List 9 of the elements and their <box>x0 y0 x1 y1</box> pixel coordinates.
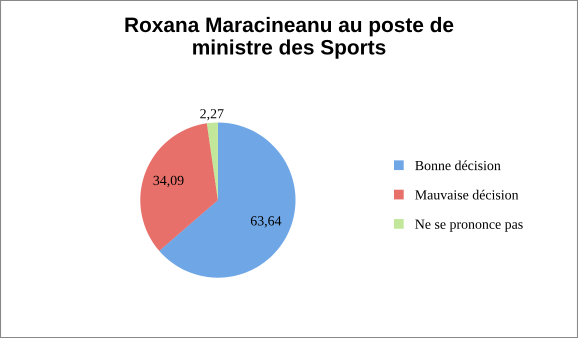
pie-slice <box>140 123 218 251</box>
legend-label: Bonne décision <box>415 160 501 170</box>
pie-slice <box>206 122 218 200</box>
legend-label: Ne se prononce pas <box>415 220 523 232</box>
chart-title: Roxana Maracineanu au poste de ministre des Sports <box>125 16 454 59</box>
data-label: 2,27 <box>200 109 224 120</box>
data-label: 34,09 <box>154 176 184 188</box>
data-label: 63,64 <box>250 216 282 228</box>
legend-label: Mauvaise décision <box>415 190 518 200</box>
